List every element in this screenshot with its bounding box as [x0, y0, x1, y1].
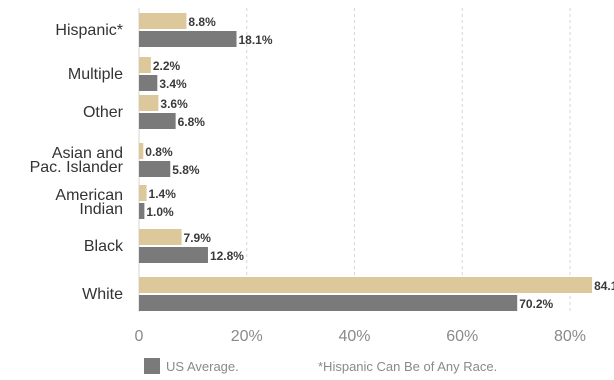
- category-label-hispanic: Hispanic*: [55, 22, 123, 39]
- x-tick-label-20: 20%: [231, 328, 263, 345]
- data-label-asian-and-pac-islander-local: 0.8%: [145, 145, 173, 159]
- data-label-hispanic-local: 8.8%: [188, 15, 216, 29]
- data-label-hispanic-us-average: 18.1%: [239, 33, 273, 47]
- bar-multiple-us-average: [139, 75, 158, 91]
- gridlines: [138, 8, 571, 312]
- bar-white-us-average: [139, 295, 518, 311]
- bar-asian-and-pac-islander-us-average: [139, 161, 171, 177]
- bar-multiple-local: [139, 57, 151, 73]
- legend-label-us-average: US Average.: [166, 359, 239, 374]
- bar-other-us-average: [139, 113, 176, 129]
- bar-hispanic-local: [139, 13, 187, 29]
- data-label-american-indian-local: 1.4%: [149, 187, 177, 201]
- data-label-multiple-local: 2.2%: [153, 59, 181, 73]
- data-label-white-local: 84.1%: [594, 279, 614, 293]
- category-label-white: White: [82, 286, 123, 303]
- bar-other-local: [139, 95, 159, 111]
- legend: US Average. *Hispanic Can Be of Any Race…: [144, 358, 497, 374]
- category-labels: Hispanic* Multiple Other Asian and Pac. Isla…: [30, 22, 124, 303]
- bar-hispanic-us-average: [139, 31, 237, 47]
- x-tick-label-60: 60%: [446, 328, 478, 345]
- x-tick-label-80: 80%: [554, 328, 586, 345]
- x-tick-label-40: 40%: [338, 328, 370, 345]
- bars: [139, 13, 593, 311]
- data-label-white-us-average: 70.2%: [519, 297, 553, 311]
- data-label-other-local: 3.6%: [160, 97, 188, 111]
- bar-american-indian-us-average: [139, 203, 145, 219]
- data-label-american-indian-us-average: 1.0%: [146, 205, 174, 219]
- data-label-multiple-us-average: 3.4%: [159, 77, 187, 91]
- data-label-black-local: 7.9%: [184, 231, 212, 245]
- category-label-american-indian: American Indian: [55, 187, 123, 218]
- data-labels: 8.8% 18.1% 2.2% 3.4% 3.6% 6.8% 0.8% 5.8% 1.4% 1.0…: [145, 15, 614, 311]
- data-label-asian-and-pac-islander-us-average: 5.8%: [172, 163, 200, 177]
- category-label-black: Black: [84, 238, 124, 255]
- bar-american-indian-local: [139, 185, 147, 201]
- x-tick-label-0: 0: [135, 328, 144, 345]
- data-label-black-us-average: 12.8%: [210, 249, 244, 263]
- bar-white-local: [139, 277, 593, 293]
- footnote: *Hispanic Can Be of Any Race.: [318, 359, 497, 374]
- x-axis-ticks: 0 20% 40% 60% 80%: [135, 328, 586, 345]
- legend-swatch-us-average: [144, 358, 160, 374]
- category-label-multiple: Multiple: [68, 66, 123, 83]
- bar-asian-and-pac-islander-local: [139, 143, 144, 159]
- data-label-other-us-average: 6.8%: [178, 115, 206, 129]
- category-label-other: Other: [83, 104, 124, 121]
- bar-black-local: [139, 229, 182, 245]
- bar-black-us-average: [139, 247, 208, 263]
- category-label-asian-and-pac-islander: Asian and Pac. Islander: [30, 145, 124, 176]
